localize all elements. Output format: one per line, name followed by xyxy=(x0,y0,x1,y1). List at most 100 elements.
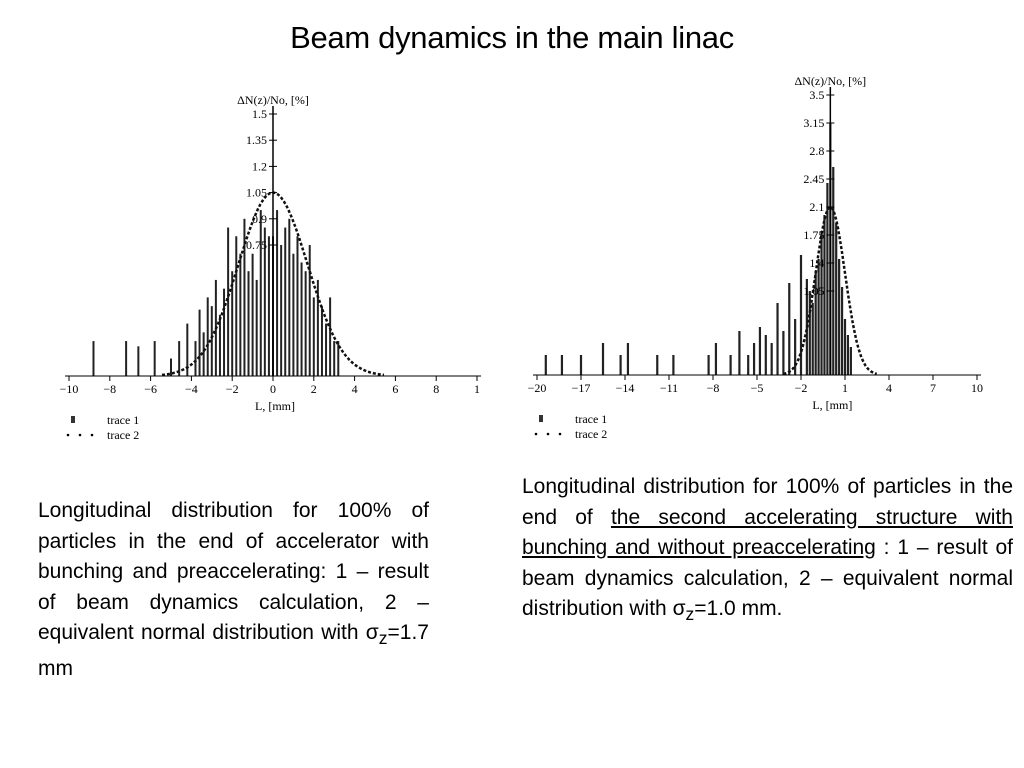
y-tick-label: 1.5 xyxy=(252,107,267,121)
histogram-bar xyxy=(170,358,172,376)
x-tick-label: −2 xyxy=(226,382,239,396)
legend-label-trace-2: trace 2 xyxy=(575,427,607,441)
histogram-bar xyxy=(788,283,791,375)
y-tick-label: 3.5 xyxy=(809,88,824,102)
histogram-bar xyxy=(194,341,197,376)
y-tick-label: 1.35 xyxy=(246,133,267,147)
y-tick-label: 1.2 xyxy=(252,159,267,173)
histogram-bar xyxy=(823,215,826,375)
caption-left: Longitudinal distribution for 100% of pa… xyxy=(38,496,429,684)
legend-label-trace-1: trace 1 xyxy=(107,413,139,427)
histogram-bar xyxy=(276,210,279,376)
histogram-bar xyxy=(218,314,221,376)
histogram-bar xyxy=(239,253,242,376)
histogram-bar xyxy=(333,341,336,376)
histogram-bar xyxy=(840,287,844,375)
x-tick-label: −8 xyxy=(103,382,116,396)
histogram-bar xyxy=(186,323,189,376)
x-axis-label: L, [mm] xyxy=(812,398,852,412)
y-tick-label: 1.05 xyxy=(246,186,267,200)
histogram-bar xyxy=(820,231,823,375)
histogram-bar xyxy=(210,306,213,376)
legend-label-trace-1: trace 1 xyxy=(575,412,607,426)
y-tick-label: 1.75 xyxy=(803,228,824,242)
legend-marker-trace-1 xyxy=(71,416,75,423)
x-tick-label: 2 xyxy=(311,382,317,396)
histogram-bar xyxy=(320,306,323,376)
histogram-bar xyxy=(579,355,583,375)
histogram-bar xyxy=(92,341,95,376)
caption-right-underlined: the second accelerating structure with b… xyxy=(522,505,1013,560)
histogram-bar xyxy=(619,355,622,375)
x-tick-label: 1 xyxy=(842,381,848,395)
x-tick-label: −11 xyxy=(660,381,678,395)
histogram-bar xyxy=(267,236,270,376)
y-tick-label: 2.45 xyxy=(803,172,824,186)
histogram-bar xyxy=(752,343,756,375)
y-tick-label: 2.8 xyxy=(809,144,824,158)
x-tick-label: −5 xyxy=(751,381,764,395)
x-tick-label: −4 xyxy=(185,382,198,396)
histogram-bar xyxy=(764,335,767,375)
histogram-bar xyxy=(227,227,230,376)
histogram-bar xyxy=(337,341,340,376)
legend-marker-trace-2 xyxy=(66,433,70,437)
histogram-bar xyxy=(125,341,128,376)
x-tick-label: 8 xyxy=(433,382,439,396)
histogram-bar xyxy=(826,183,829,375)
histogram-bar xyxy=(251,253,254,376)
histogram-bar xyxy=(601,343,605,375)
histogram-bar xyxy=(782,331,785,375)
caption-left-subscript: z xyxy=(378,628,388,649)
histogram-bar xyxy=(198,309,201,376)
gaussian-curve xyxy=(783,205,878,376)
histogram-bar xyxy=(259,210,262,376)
histogram-bar xyxy=(838,259,841,375)
histogram-bar xyxy=(849,347,852,375)
histogram-bar xyxy=(776,303,779,375)
legend-marker-trace-2 xyxy=(534,432,538,436)
histogram-bar xyxy=(316,279,319,376)
histogram-bar xyxy=(729,355,732,375)
x-tick-label: 0 xyxy=(270,382,276,396)
histogram-bar xyxy=(280,245,283,376)
legend-marker-trace-2 xyxy=(78,433,82,437)
caption-right-text: Longitudinal distribution for 100% of pa… xyxy=(522,475,1013,529)
legend-marker-trace-2 xyxy=(90,433,94,437)
slide-title: Beam dynamics in the main linac xyxy=(290,20,734,55)
histogram-bar xyxy=(544,355,547,375)
histogram-bar xyxy=(814,271,817,375)
histogram-bar xyxy=(296,236,299,376)
histogram-bar xyxy=(304,271,307,376)
histogram-bar xyxy=(206,297,209,376)
y-tick-label: 0.9 xyxy=(252,212,267,226)
x-tick-label: 1 xyxy=(474,382,480,396)
legend-marker-trace-1 xyxy=(539,415,543,422)
x-tick-label: −17 xyxy=(572,381,591,395)
histogram-bar xyxy=(255,279,258,376)
histogram-bar xyxy=(300,262,303,376)
histogram-bar xyxy=(846,335,850,375)
y-tick-label: 2.1 xyxy=(809,200,824,214)
caption-right-text-2: : 1 – result of beam dynamics calculatio… xyxy=(522,536,1014,620)
x-tick-label: 4 xyxy=(886,381,892,395)
y-axis-label: ΔN(z)/No, [%] xyxy=(794,74,866,88)
histogram-bar xyxy=(560,355,564,375)
histogram-bar xyxy=(325,323,328,376)
x-tick-label: −2 xyxy=(795,381,808,395)
legend-marker-trace-2 xyxy=(546,432,550,436)
histogram-bar xyxy=(707,355,710,375)
histogram-bar xyxy=(758,327,762,375)
histogram-bar xyxy=(843,319,847,375)
histogram-bar xyxy=(223,288,226,376)
histogram-bar xyxy=(153,341,156,376)
y-tick-label: 1.4 xyxy=(809,256,824,270)
y-axis-label: ΔN(z)/No, [%] xyxy=(237,93,309,107)
x-axis-label: L, [mm] xyxy=(255,399,295,413)
histogram-bar xyxy=(288,218,291,376)
x-tick-label: −6 xyxy=(144,382,157,396)
histogram-bar xyxy=(835,223,838,375)
histogram-bar xyxy=(247,271,250,376)
histogram-bar xyxy=(794,319,797,375)
legend-label-trace-2: trace 2 xyxy=(107,428,139,442)
